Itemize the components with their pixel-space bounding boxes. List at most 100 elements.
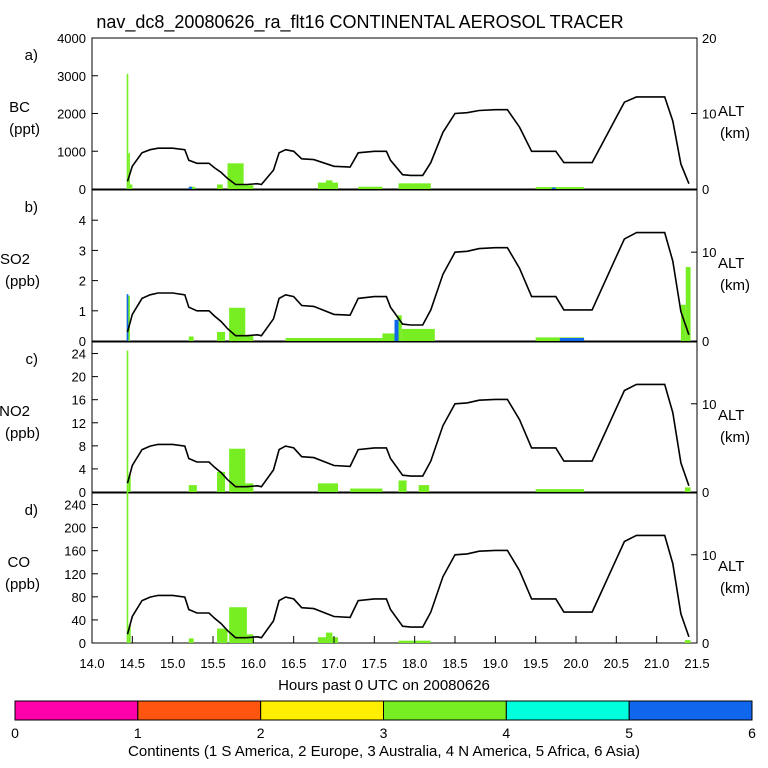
altitude-line (126, 383, 690, 488)
data-bar (126, 73, 129, 189)
alt-tick-label: 10 (702, 107, 716, 122)
colorbar-tick-label: 5 (625, 725, 633, 741)
data-bar (358, 186, 383, 189)
colorbar-tick-label: 3 (380, 725, 388, 741)
data-bar (246, 634, 254, 643)
data-bar (188, 485, 197, 492)
data-bar (285, 337, 391, 341)
alt-axis-label: ALT (718, 103, 744, 120)
y-tick-label: 24 (72, 347, 86, 362)
data-bar (128, 474, 131, 492)
data-bar-minor (188, 186, 193, 189)
data-bar (129, 184, 133, 189)
data-bar (398, 183, 431, 189)
x-tick-label: 16.5 (281, 656, 306, 671)
colorbar-segment (14, 700, 139, 721)
panel-species-label: CO (8, 554, 31, 571)
y-tick-label: 12 (72, 416, 86, 431)
data-bar (685, 267, 691, 341)
panel-species-label: SO2 (0, 251, 30, 268)
colorbar-segment (260, 700, 384, 721)
alt-axis-unit: (km) (720, 429, 750, 446)
data-bar (245, 334, 254, 341)
alt-tick-label: 0 (702, 334, 709, 349)
panel-so2: 0 1 2 3 4 0 10 b) SO2 (ppb) ALT (km) (0, 189, 750, 349)
data-bar (128, 625, 131, 643)
colorbar-segment (505, 700, 630, 721)
data-bar (217, 331, 226, 341)
y-tick-label: 240 (64, 498, 86, 513)
data-bar (317, 483, 339, 492)
panel-unit-label: (ppb) (5, 273, 40, 290)
data-bar (350, 488, 383, 492)
panel-no2: 0 4 8 12 16 20 24 0 10 c) NO2 (ppb) ALT (km) (0, 341, 750, 500)
alt-tick-label: 10 (702, 397, 716, 412)
y-tick-label: 160 (64, 544, 86, 559)
data-bar (126, 490, 129, 643)
x-tick-label: 20.0 (563, 656, 588, 671)
panel-bc: 0 1000 2000 3000 4000 0 10 20 a) BC (ppt) ALT (km) (9, 31, 750, 197)
chart-title: nav_dc8_20080626_ra_flt16 CONTINENTAL AE… (96, 12, 623, 33)
y-tick-label: 4 (79, 462, 86, 477)
y-tick-label: 120 (64, 567, 86, 582)
y-tick-label: 2000 (57, 107, 86, 122)
panel-frame (91, 189, 698, 342)
altitude-line (126, 534, 690, 639)
colorbar-tick-label: 2 (257, 725, 265, 741)
y-tick-label: 0 (79, 636, 86, 651)
x-tick-label: 15.5 (200, 656, 225, 671)
x-tick-label: 19.5 (523, 656, 548, 671)
alt-axis-label: ALT (718, 255, 744, 272)
panels: 0100020003000400001020a)BC(ppt)ALT(km)01… (0, 31, 750, 651)
y-tick-label: 80 (72, 590, 86, 605)
x-tick-label: 18.5 (442, 656, 467, 671)
x-tick-label: 19.0 (483, 656, 508, 671)
x-axis-label: Hours past 0 UTC on 20080626 (278, 677, 490, 694)
x-tick-label: 17.0 (321, 656, 346, 671)
panel-frame (91, 492, 698, 644)
y-tick-label: 40 (72, 613, 86, 628)
y-tick-label: 4000 (57, 31, 86, 46)
data-bar (418, 485, 430, 492)
y-tick-label: 3000 (57, 69, 86, 84)
panel-letter: b) (25, 199, 38, 216)
y-tick-label: 0 (79, 182, 86, 197)
y-tick-label: 200 (64, 521, 86, 536)
x-tick-label: 18.0 (402, 656, 427, 671)
panel-co: 0 40 80 120 160 200 240 0 10 d) CO (ppb) ALT (km) (5, 490, 750, 651)
alt-axis-unit: (km) (720, 580, 750, 597)
panel-species-label: BC (9, 99, 30, 116)
x-tick-label: 21.5 (684, 656, 709, 671)
alt-axis-unit: (km) (720, 277, 750, 294)
x-tick-label: 16.0 (241, 656, 266, 671)
data-bar (126, 350, 129, 492)
x-tick-label: 15.0 (160, 656, 185, 671)
data-bar (535, 489, 585, 492)
x-axis: 14.0 14.5 15.0 15.5 16.0 16.5 17.0 17.5 18.0 18.5… (79, 636, 710, 671)
y-tick-label: 2 (79, 274, 86, 289)
data-bar (684, 487, 691, 492)
data-bar (382, 333, 397, 341)
alt-tick-label: 20 (702, 31, 716, 46)
panel-letter: c) (26, 351, 39, 368)
alt-axis-unit: (km) (720, 125, 750, 142)
data-bar (684, 640, 691, 643)
x-tick-label: 14.0 (79, 656, 104, 671)
colorbar-segment (628, 700, 753, 721)
colorbar-tick-label: 6 (748, 725, 756, 741)
data-bar (325, 632, 333, 643)
alt-tick-label: 0 (702, 636, 709, 651)
continent-colorbar: 0 1 2 3 4 5 6 (11, 700, 756, 741)
panel-unit-label: (ppb) (5, 576, 40, 593)
y-tick-label: 3 (79, 243, 86, 258)
data-bar (128, 153, 130, 189)
data-bar (217, 471, 226, 492)
colorbar-tick-label: 1 (134, 725, 142, 741)
y-tick-label: 20 (72, 370, 86, 385)
data-bar-minor (551, 187, 556, 189)
data-bar (229, 448, 246, 492)
panel-frame (91, 341, 698, 493)
alt-tick-label: 10 (702, 548, 716, 563)
y-tick-label: 8 (79, 439, 86, 454)
